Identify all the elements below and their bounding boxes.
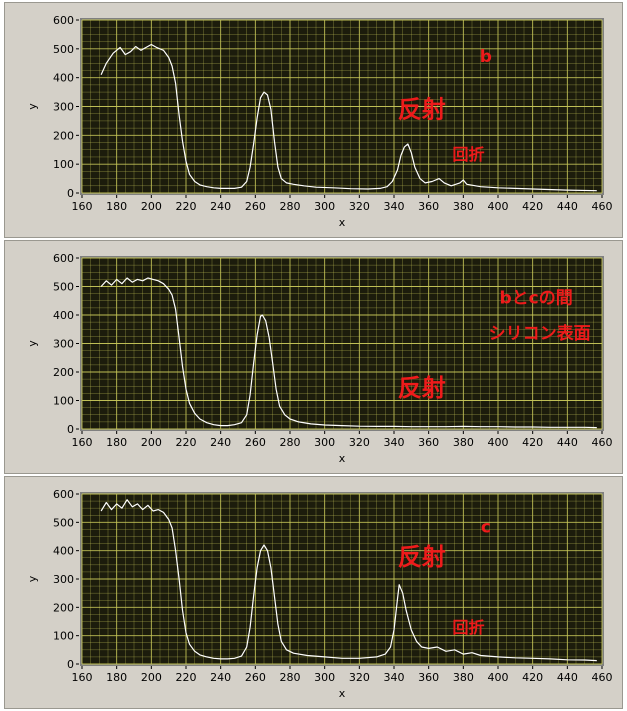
chart-0-y-tick-label: 100 (53, 158, 74, 171)
chart-c: 160 180 200 220 240 260 280 300 320 340 360 380 400 4… (26, 488, 613, 700)
chart-1-y-tick-label: 200 (53, 366, 74, 379)
chart-0-y-tick-label: 200 (53, 129, 74, 142)
chart-1-x-tick-label: 300 (314, 436, 335, 449)
chart-2-x-tick-label: 360 (418, 671, 439, 684)
chart-panel-b: 160 180 200 220 240 260 280 300 320 340 360 380 400 4… (4, 2, 623, 238)
chart-0-x-tick-label: 200 (141, 200, 162, 213)
chart-2-x-tick-label: 280 (280, 671, 301, 684)
chart-2-x-tick-label: 180 (106, 671, 127, 684)
chart-2-x-tick-label: 440 (557, 671, 578, 684)
chart-1-x-tick-label: 260 (245, 436, 266, 449)
chart-1-y-axis-label: y (26, 340, 39, 347)
chart-1-x-tick-label: 400 (488, 436, 509, 449)
chart-2-x-tick-label: 460 (592, 671, 613, 684)
chart-2-x-tick-label: 160 (72, 671, 93, 684)
chart-1-annotation: シリコン表面 (489, 323, 591, 344)
chart-1-y-tick-label: 0 (67, 423, 74, 436)
chart-0-x-tick-label: 380 (453, 200, 474, 213)
chart-2-y-tick-label: 600 (53, 488, 74, 501)
chart-2-y-tick-label: 0 (67, 658, 74, 671)
chart-1-x-tick-label: 200 (141, 436, 162, 449)
chart-2-y-tick-label: 500 (53, 516, 74, 529)
chart-0-y-tick-label: 600 (53, 14, 74, 27)
chart-1-x-tick-label: 180 (106, 436, 127, 449)
chart-0-x-tick-label: 340 (384, 200, 405, 213)
chart-0-x-tick-label: 280 (280, 200, 301, 213)
chart-2-x-tick-label: 420 (522, 671, 543, 684)
chart-0-x-tick-label: 180 (106, 200, 127, 213)
chart-1-x-tick-label: 380 (453, 436, 474, 449)
chart-1-x-tick-label: 240 (210, 436, 231, 449)
chart-1-x-tick-label: 220 (176, 436, 197, 449)
chart-0-annotation: b (480, 47, 492, 67)
chart-2-x-tick-label: 260 (245, 671, 266, 684)
chart-1-x-tick-label: 320 (349, 436, 370, 449)
chart-2-y-tick-label: 200 (53, 601, 74, 614)
chart-0-annotation: 反射 (398, 95, 446, 123)
chart-1-series-line-0 (100, 277, 597, 429)
chart-0-x-tick-label: 240 (210, 200, 231, 213)
chart-1-x-axis-label: x (339, 452, 346, 465)
chart-0-y-tick-label: 500 (53, 43, 74, 56)
chart-2-annotation: 反射 (398, 543, 446, 571)
chart-2-x-tick-label: 200 (141, 671, 162, 684)
chart-2-y-tick-label: 400 (53, 545, 74, 558)
chart-2-y-axis-label: y (26, 575, 39, 582)
chart-1-annotation: bとcの間 (500, 289, 573, 309)
chart-0-x-tick-label: 440 (557, 200, 578, 213)
chart-2-y-tick-label: 300 (53, 573, 74, 586)
chart-1-y-tick-label: 300 (53, 338, 74, 351)
chart-1-x-tick-label: 420 (522, 436, 543, 449)
chart-between: 160 180 200 220 240 260 280 300 320 340 360 380 400 4… (26, 252, 613, 465)
chart-0-x-tick-label: 260 (245, 200, 266, 213)
chart-1-x-tick-label: 280 (280, 436, 301, 449)
chart-1-annotation: 反射 (398, 374, 446, 402)
chart-2-series-line-0 (100, 499, 597, 662)
chart-1-x-tick-label: 360 (418, 436, 439, 449)
chart-panel-c: 160 180 200 220 240 260 280 300 320 340 360 380 400 4… (4, 476, 623, 709)
chart-2-x-tick-label: 340 (384, 671, 405, 684)
chart-1-y-tick-label: 100 (53, 395, 74, 408)
chart-0-y-axis-label: y (26, 103, 39, 110)
chart-0-x-tick-label: 400 (488, 200, 509, 213)
chart-panel-between: 160 180 200 220 240 260 280 300 320 340 360 380 400 4… (4, 240, 623, 474)
chart-1-x-tick-label: 160 (72, 436, 93, 449)
chart-0-y-tick-label: 0 (67, 187, 74, 200)
chart-1-y-tick-label: 600 (53, 252, 74, 265)
chart-1-y-tick-label: 500 (53, 281, 74, 294)
chart-2-x-tick-label: 400 (488, 671, 509, 684)
chart-0-x-tick-label: 360 (418, 200, 439, 213)
chart-1-x-tick-label: 460 (592, 436, 613, 449)
chart-2-x-axis-label: x (339, 687, 346, 700)
chart-2-x-tick-label: 240 (210, 671, 231, 684)
chart-0-x-tick-label: 160 (72, 200, 93, 213)
chart-0-x-tick-label: 460 (592, 200, 613, 213)
chart-0-x-tick-label: 220 (176, 200, 197, 213)
chart-1-x-tick-label: 440 (557, 436, 578, 449)
chart-0-annotation: 回折 (453, 145, 485, 164)
chart-2-x-tick-label: 320 (349, 671, 370, 684)
chart-1-x-tick-label: 340 (384, 436, 405, 449)
chart-1-y-tick-label: 400 (53, 309, 74, 322)
chart-0-x-axis-label: x (339, 216, 346, 229)
chart-2-y-tick-label: 100 (53, 630, 74, 643)
chart-2-x-tick-label: 220 (176, 671, 197, 684)
chart-2-annotation: 回折 (453, 618, 485, 637)
chart-2-x-tick-label: 300 (314, 671, 335, 684)
chart-0-x-tick-label: 420 (522, 200, 543, 213)
chart-0-series-line-0 (100, 43, 597, 192)
chart-0-x-tick-label: 300 (314, 200, 335, 213)
chart-0-y-tick-label: 300 (53, 101, 74, 114)
chart-0-x-tick-label: 320 (349, 200, 370, 213)
chart-b: 160 180 200 220 240 260 280 300 320 340 360 380 400 4… (26, 14, 613, 229)
chart-2-x-tick-label: 380 (453, 671, 474, 684)
chart-0-y-tick-label: 400 (53, 72, 74, 85)
chart-2-annotation: c (481, 517, 491, 537)
